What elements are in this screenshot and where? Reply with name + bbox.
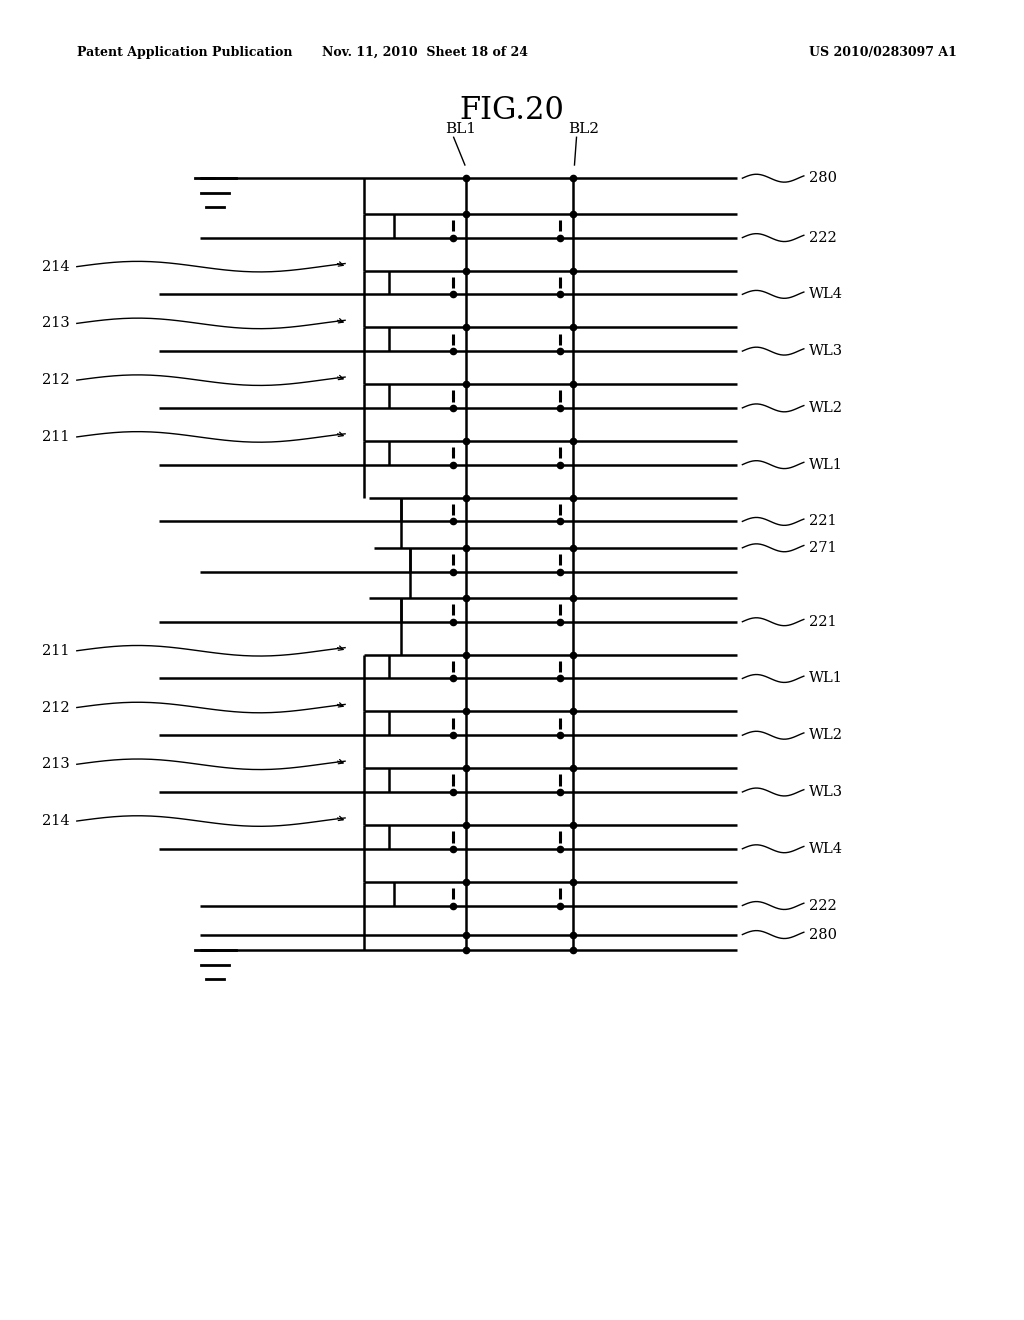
Text: 213: 213 <box>42 758 70 771</box>
Text: WL3: WL3 <box>809 785 843 799</box>
Text: 212: 212 <box>42 374 70 387</box>
Text: 221: 221 <box>809 615 837 628</box>
Text: Patent Application Publication: Patent Application Publication <box>77 46 292 59</box>
Text: WL1: WL1 <box>809 672 843 685</box>
Text: 280: 280 <box>809 928 837 941</box>
Text: BL2: BL2 <box>568 121 599 136</box>
Text: 211: 211 <box>42 644 70 657</box>
Text: 221: 221 <box>809 515 837 528</box>
Text: 222: 222 <box>809 899 837 912</box>
Text: 214: 214 <box>42 260 70 273</box>
Text: WL3: WL3 <box>809 345 843 358</box>
Text: WL2: WL2 <box>809 401 843 414</box>
Text: WL4: WL4 <box>809 842 843 855</box>
Text: US 2010/0283097 A1: US 2010/0283097 A1 <box>809 46 956 59</box>
Text: 212: 212 <box>42 701 70 714</box>
Text: 211: 211 <box>42 430 70 444</box>
Text: WL2: WL2 <box>809 729 843 742</box>
Text: 213: 213 <box>42 317 70 330</box>
Text: 271: 271 <box>809 541 837 554</box>
Text: BL1: BL1 <box>445 121 476 136</box>
Text: 280: 280 <box>809 172 837 185</box>
Text: WL1: WL1 <box>809 458 843 471</box>
Text: 222: 222 <box>809 231 837 244</box>
Text: 214: 214 <box>42 814 70 828</box>
Text: WL4: WL4 <box>809 288 843 301</box>
Text: Nov. 11, 2010  Sheet 18 of 24: Nov. 11, 2010 Sheet 18 of 24 <box>322 46 528 59</box>
Text: FIG.20: FIG.20 <box>460 95 564 125</box>
